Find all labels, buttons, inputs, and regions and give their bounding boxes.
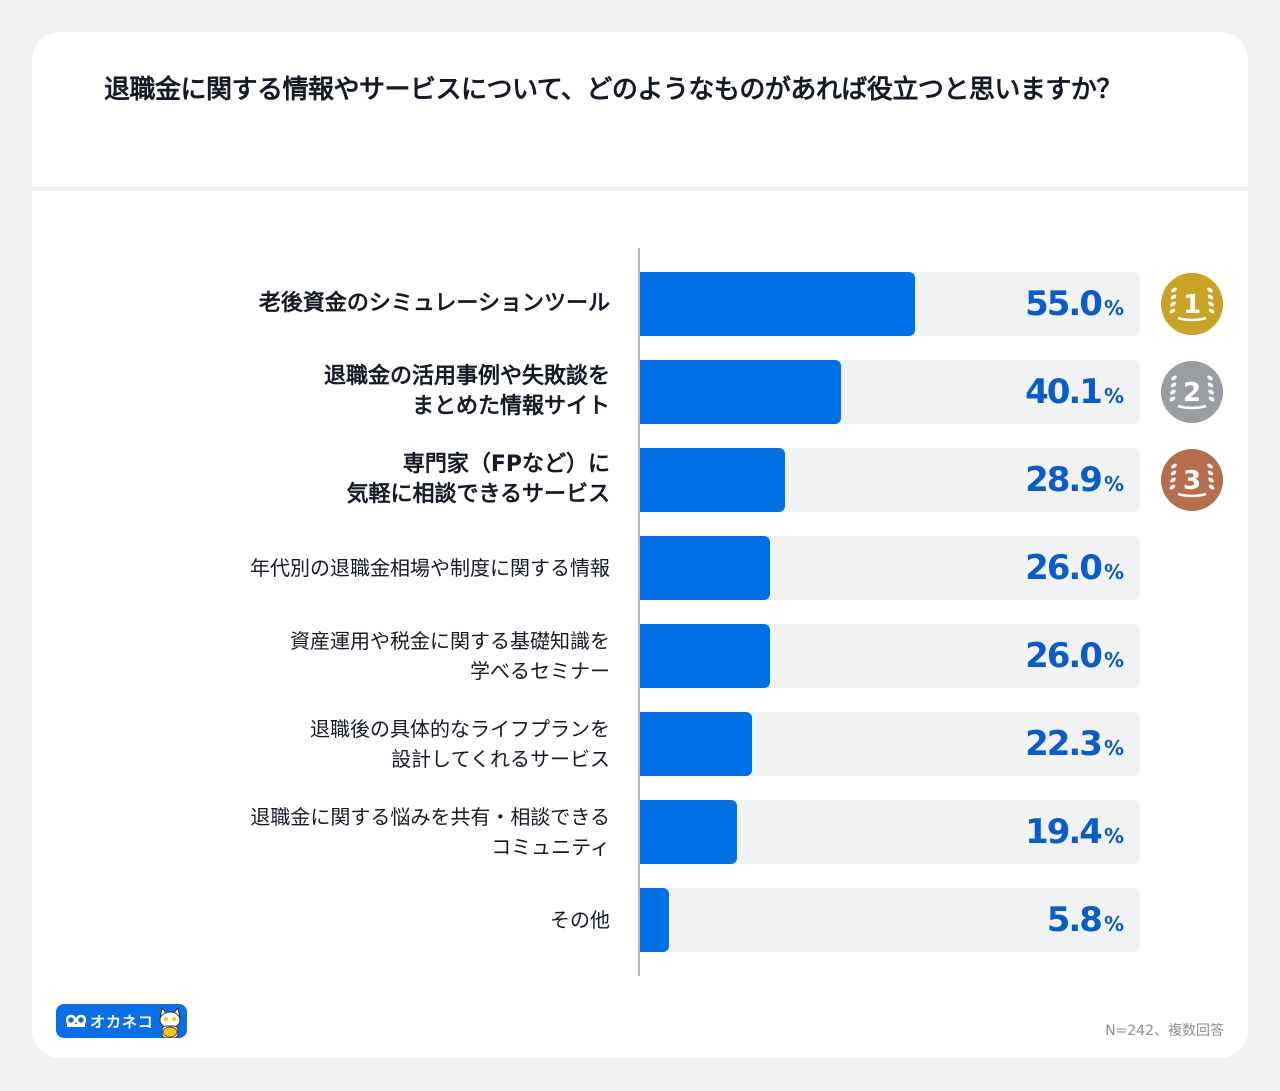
- value-label: 55.0%: [1025, 272, 1124, 336]
- percent-sign: %: [1103, 648, 1124, 672]
- value-number: 5.8: [1046, 900, 1103, 940]
- brand-name: オカネコ: [90, 1012, 154, 1031]
- value-number: 40.1: [1025, 372, 1103, 412]
- y-axis-line: [638, 248, 640, 976]
- percent-sign: %: [1103, 824, 1124, 848]
- percent-sign: %: [1103, 472, 1124, 496]
- bar-track: 19.4%: [640, 800, 1140, 864]
- sample-size-note: N=242、複数回答: [1105, 1023, 1224, 1039]
- cat-mascot-icon: [159, 1006, 181, 1038]
- category-label: 退職金の活用事例や失敗談を まとめた情報サイト: [323, 364, 610, 419]
- rank-number: 1: [1183, 290, 1201, 320]
- bar-track: 28.9%: [640, 448, 1140, 512]
- category-label: 年代別の退職金相場や制度に関する情報: [250, 556, 610, 580]
- bar-track: 22.3%: [640, 712, 1140, 776]
- value-label: 22.3%: [1025, 712, 1124, 776]
- value-number: 26.0: [1025, 548, 1103, 588]
- chart-card: 退職金に関する情報やサービスについて、どのようなものがあれば役立つと思いますか？…: [32, 32, 1248, 1058]
- bar-track: 26.0%: [640, 536, 1140, 600]
- value-label: 26.0%: [1025, 624, 1124, 688]
- value-number: 22.3: [1025, 724, 1103, 764]
- bar-track: 40.1%: [640, 360, 1140, 424]
- bar: [640, 888, 669, 952]
- value-number: 26.0: [1025, 636, 1103, 676]
- bar: [640, 360, 841, 424]
- category-label: 老後資金のシミュレーションツール: [258, 291, 610, 316]
- bar: [640, 272, 915, 336]
- bar: [640, 624, 770, 688]
- value-label: 40.1%: [1025, 360, 1124, 424]
- category-label: その他: [550, 908, 610, 932]
- gold-medal-icon: 1: [1161, 273, 1223, 335]
- bar-track: 26.0%: [640, 624, 1140, 688]
- value-number: 19.4: [1025, 812, 1103, 852]
- silver-medal-icon: 2: [1161, 361, 1223, 423]
- infinity-logo-icon: [66, 1014, 86, 1027]
- bar-track: 55.0%: [640, 272, 1140, 336]
- category-label: 資産運用や税金に関する基礎知識を 学べるセミナー: [290, 629, 610, 683]
- value-label: 19.4%: [1025, 800, 1124, 864]
- bronze-medal-icon: 3: [1161, 449, 1223, 511]
- value-label: 28.9%: [1025, 448, 1124, 512]
- percent-sign: %: [1103, 560, 1124, 584]
- percent-sign: %: [1103, 384, 1124, 408]
- bar-row: 退職金に関する悩みを共有・相談できる コミュニティ 19.4%: [32, 800, 1248, 864]
- rank-number: 2: [1183, 378, 1201, 408]
- category-label: 退職金に関する悩みを共有・相談できる コミュニティ: [250, 805, 610, 859]
- bar-row: 退職後の具体的なライフプランを 設計してくれるサービス 22.3%: [32, 712, 1248, 776]
- value-label: 5.8%: [1047, 888, 1124, 952]
- percent-sign: %: [1103, 296, 1124, 320]
- bar-row: 年代別の退職金相場や制度に関する情報 26.0%: [32, 536, 1248, 600]
- bar: [640, 712, 752, 776]
- bar-row: 専門家（FPなど）に 気軽に相談できるサービス 28.9% 3: [32, 448, 1248, 512]
- bar: [640, 800, 737, 864]
- value-number: 55.0: [1025, 284, 1103, 324]
- bar-row: 資産運用や税金に関する基礎知識を 学べるセミナー 26.0%: [32, 624, 1248, 688]
- rank-number: 3: [1183, 466, 1201, 496]
- bar-track: 5.8%: [640, 888, 1140, 952]
- bar: [640, 448, 785, 512]
- bar-row: 老後資金のシミュレーションツール 55.0% 1: [32, 272, 1248, 336]
- bar-row: 退職金の活用事例や失敗談を まとめた情報サイト 40.1% 2: [32, 360, 1248, 424]
- bar: [640, 536, 770, 600]
- percent-sign: %: [1103, 912, 1124, 936]
- okaneko-logo: オカネコ: [56, 1004, 187, 1038]
- title-divider: [32, 187, 1248, 191]
- value-number: 28.9: [1025, 460, 1103, 500]
- percent-sign: %: [1103, 736, 1124, 760]
- value-label: 26.0%: [1025, 536, 1124, 600]
- bar-row: その他 5.8%: [32, 888, 1248, 952]
- chart-title: 退職金に関する情報やサービスについて、どのようなものがあれば役立つと思いますか？: [104, 75, 1122, 105]
- category-label: 退職後の具体的なライフプランを 設計してくれるサービス: [310, 717, 610, 771]
- category-label: 専門家（FPなど）に 気軽に相談できるサービス: [346, 452, 610, 507]
